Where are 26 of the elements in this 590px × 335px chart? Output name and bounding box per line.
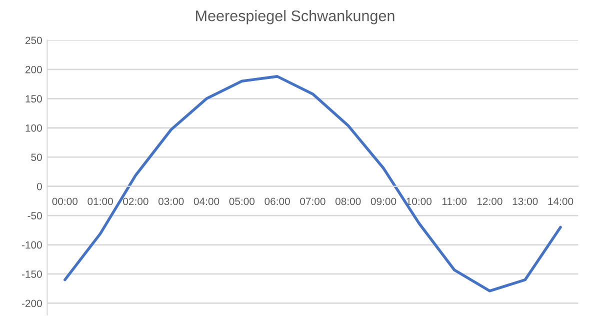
- y-tick-label: -100: [22, 241, 42, 249]
- x-tick-label: 00:00: [52, 198, 78, 206]
- x-tick-label: 01:00: [88, 198, 113, 206]
- x-tick-label: 12:00: [477, 198, 502, 206]
- y-tick-label: -200: [22, 300, 42, 308]
- x-tick-label: 13:00: [512, 198, 538, 206]
- x-tick-label: 03:00: [158, 198, 184, 206]
- x-tick-label: 06:00: [264, 198, 290, 206]
- y-tick-label: 150: [26, 95, 42, 103]
- x-tick-label: 10:00: [406, 198, 432, 206]
- x-tick-label: 02:00: [123, 198, 148, 206]
- chart-title: Meerespiegel Schwankungen: [196, 10, 394, 24]
- x-tick-label: 08:00: [335, 198, 361, 206]
- x-tick-label: 09:00: [370, 198, 396, 206]
- x-tick-label: 11:00: [442, 198, 467, 206]
- x-tick-label: 04:00: [194, 198, 220, 206]
- x-tick-label: 05:00: [229, 198, 255, 206]
- y-tick-label: 250: [25, 36, 42, 44]
- x-tick-label: 14:00: [548, 198, 574, 206]
- y-tick-label: 200: [25, 66, 42, 74]
- x-tick-label: 07:00: [300, 198, 326, 206]
- y-tick-label: 100: [26, 124, 42, 132]
- y-tick-label: -150: [22, 270, 42, 278]
- y-tick-label: 0: [36, 182, 42, 190]
- y-tick-label: 50: [31, 154, 42, 161]
- y-tick-label: -50: [28, 212, 42, 220]
